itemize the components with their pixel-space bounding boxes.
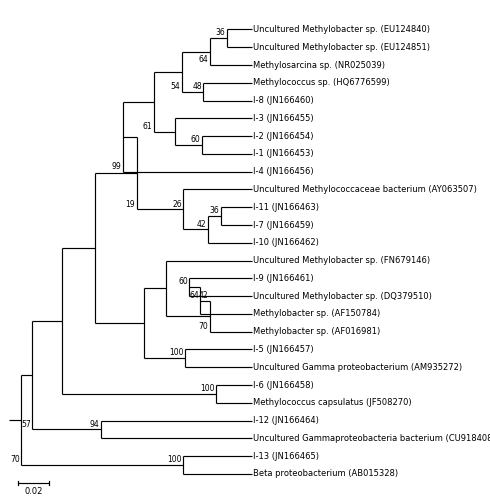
Text: I-4 (JN166456): I-4 (JN166456)	[253, 167, 314, 176]
Text: 64: 64	[198, 55, 208, 64]
Text: 26: 26	[172, 200, 182, 208]
Text: I-13 (JN166465): I-13 (JN166465)	[253, 452, 319, 460]
Text: 54: 54	[171, 82, 180, 91]
Text: Methylococcus capsulatus (JF508270): Methylococcus capsulatus (JF508270)	[253, 398, 412, 407]
Text: 70: 70	[198, 322, 208, 331]
Text: Beta proteobacterium (AB015328): Beta proteobacterium (AB015328)	[253, 470, 398, 478]
Text: I-2 (JN166454): I-2 (JN166454)	[253, 132, 314, 140]
Text: 94: 94	[90, 420, 99, 428]
Text: Methylococcus sp. (HQ6776599): Methylococcus sp. (HQ6776599)	[253, 78, 390, 88]
Text: 100: 100	[167, 455, 182, 464]
Text: I-12 (JN166464): I-12 (JN166464)	[253, 416, 319, 425]
Text: Uncultured Methylobacter sp. (DQ379510): Uncultured Methylobacter sp. (DQ379510)	[253, 292, 432, 300]
Text: Methylobacter sp. (AF150784): Methylobacter sp. (AF150784)	[253, 310, 381, 318]
Text: 48: 48	[192, 82, 202, 91]
Text: 100: 100	[200, 384, 214, 393]
Text: 100: 100	[169, 348, 183, 358]
Text: Methylobacter sp. (AF016981): Methylobacter sp. (AF016981)	[253, 327, 381, 336]
Text: Uncultured Methylobacter sp. (FN679146): Uncultured Methylobacter sp. (FN679146)	[253, 256, 430, 265]
Text: Uncultured Gammaproteobacteria bacterium (CU918408): Uncultured Gammaproteobacteria bacterium…	[253, 434, 490, 443]
Text: 36: 36	[209, 206, 219, 215]
Text: I-5 (JN166457): I-5 (JN166457)	[253, 345, 314, 354]
Text: 60: 60	[178, 278, 188, 286]
Text: I-7 (JN166459): I-7 (JN166459)	[253, 220, 314, 230]
Text: 19: 19	[125, 200, 135, 208]
Text: Methylosarcina sp. (NR025039): Methylosarcina sp. (NR025039)	[253, 60, 385, 70]
Text: 57: 57	[21, 420, 31, 428]
Text: Uncultured Methylobacter sp. (EU124851): Uncultured Methylobacter sp. (EU124851)	[253, 42, 430, 51]
Text: 64: 64	[189, 290, 199, 300]
Text: I-3 (JN166455): I-3 (JN166455)	[253, 114, 314, 123]
Text: 99: 99	[111, 162, 121, 171]
Text: I-8 (JN166460): I-8 (JN166460)	[253, 96, 314, 105]
Text: Uncultured Gamma proteobacterium (AM935272): Uncultured Gamma proteobacterium (AM9352…	[253, 363, 463, 372]
Text: I-9 (JN166461): I-9 (JN166461)	[253, 274, 314, 283]
Text: Uncultured Methylococcaceae bacterium (AY063507): Uncultured Methylococcaceae bacterium (A…	[253, 185, 477, 194]
Text: 36: 36	[216, 28, 225, 38]
Text: 0.02: 0.02	[24, 488, 43, 496]
Text: 61: 61	[143, 122, 152, 131]
Text: I-1 (JN166453): I-1 (JN166453)	[253, 150, 314, 158]
Text: 42: 42	[197, 220, 207, 228]
Text: I-10 (JN166462): I-10 (JN166462)	[253, 238, 319, 248]
Text: I-11 (JN166463): I-11 (JN166463)	[253, 202, 319, 211]
Text: 60: 60	[191, 135, 200, 144]
Text: 42: 42	[198, 290, 208, 300]
Text: 70: 70	[10, 455, 20, 464]
Text: I-6 (JN166458): I-6 (JN166458)	[253, 380, 314, 390]
Text: Uncultured Methylobacter sp. (EU124840): Uncultured Methylobacter sp. (EU124840)	[253, 25, 430, 34]
